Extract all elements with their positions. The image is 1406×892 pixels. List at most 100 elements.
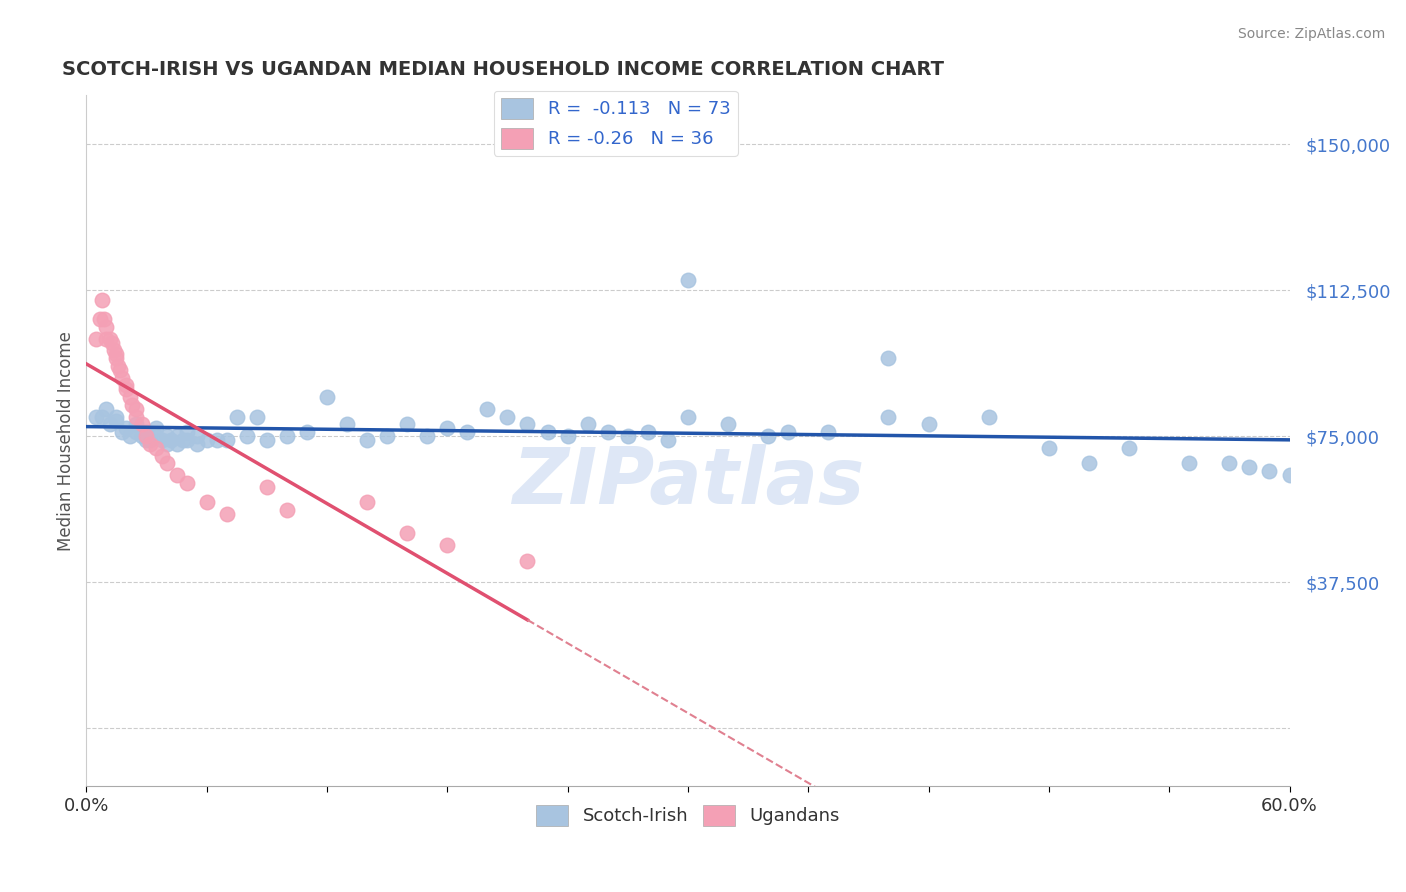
- Point: [977, 409, 1000, 424]
- Point: [205, 433, 228, 447]
- Point: [103, 343, 125, 358]
- Point: [676, 273, 699, 287]
- Point: [557, 429, 579, 443]
- Point: [176, 425, 198, 440]
- Point: [225, 409, 247, 424]
- Point: [101, 335, 124, 350]
- Point: [91, 293, 114, 307]
- Point: [1278, 468, 1301, 483]
- Point: [336, 417, 359, 432]
- Point: [172, 433, 194, 447]
- Point: [93, 312, 115, 326]
- Point: [135, 425, 157, 440]
- Point: [215, 507, 238, 521]
- Point: [111, 370, 134, 384]
- Point: [91, 409, 114, 424]
- Point: [877, 351, 900, 366]
- Point: [186, 429, 208, 443]
- Point: [637, 425, 659, 440]
- Point: [139, 433, 162, 447]
- Point: [105, 413, 128, 427]
- Point: [135, 429, 157, 443]
- Point: [195, 433, 218, 447]
- Point: [356, 433, 378, 447]
- Text: ZIPatlas: ZIPatlas: [512, 444, 865, 520]
- Point: [195, 495, 218, 509]
- Point: [159, 433, 181, 447]
- Point: [877, 409, 900, 424]
- Point: [107, 359, 129, 373]
- Point: [131, 429, 153, 443]
- Point: [105, 347, 128, 361]
- Point: [125, 425, 148, 440]
- Point: [276, 429, 298, 443]
- Point: [152, 433, 174, 447]
- Point: [155, 429, 177, 443]
- Point: [145, 441, 167, 455]
- Point: [166, 437, 188, 451]
- Text: Source: ZipAtlas.com: Source: ZipAtlas.com: [1237, 27, 1385, 41]
- Point: [105, 409, 128, 424]
- Point: [717, 417, 740, 432]
- Point: [110, 363, 132, 377]
- Point: [145, 429, 167, 443]
- Point: [676, 409, 699, 424]
- Point: [778, 425, 800, 440]
- Point: [98, 417, 121, 432]
- Point: [756, 429, 779, 443]
- Point: [155, 456, 177, 470]
- Point: [356, 495, 378, 509]
- Point: [125, 401, 148, 416]
- Point: [516, 554, 538, 568]
- Point: [256, 480, 278, 494]
- Point: [456, 425, 478, 440]
- Point: [186, 437, 208, 451]
- Point: [155, 437, 177, 451]
- Point: [125, 409, 148, 424]
- Point: [657, 433, 679, 447]
- Point: [1118, 441, 1140, 455]
- Point: [235, 429, 257, 443]
- Point: [120, 429, 142, 443]
- Point: [115, 378, 138, 392]
- Point: [496, 409, 519, 424]
- Point: [120, 390, 142, 404]
- Point: [436, 538, 458, 552]
- Point: [1078, 456, 1101, 470]
- Point: [416, 429, 439, 443]
- Point: [131, 417, 153, 432]
- Point: [139, 437, 162, 451]
- Point: [536, 425, 558, 440]
- Point: [89, 312, 111, 326]
- Point: [115, 383, 138, 397]
- Point: [396, 417, 419, 432]
- Point: [516, 417, 538, 432]
- Point: [576, 417, 599, 432]
- Point: [105, 351, 128, 366]
- Point: [96, 332, 118, 346]
- Point: [125, 417, 148, 432]
- Point: [166, 468, 188, 483]
- Point: [96, 320, 118, 334]
- Point: [1178, 456, 1201, 470]
- Point: [145, 421, 167, 435]
- Point: [96, 401, 118, 416]
- Text: SCOTCH-IRISH VS UGANDAN MEDIAN HOUSEHOLD INCOME CORRELATION CHART: SCOTCH-IRISH VS UGANDAN MEDIAN HOUSEHOLD…: [62, 60, 945, 78]
- Point: [176, 475, 198, 490]
- Point: [121, 398, 143, 412]
- Point: [276, 503, 298, 517]
- Point: [316, 390, 339, 404]
- Y-axis label: Median Household Income: Median Household Income: [58, 331, 75, 551]
- Point: [176, 433, 198, 447]
- Point: [396, 526, 419, 541]
- Point: [436, 421, 458, 435]
- Point: [616, 429, 638, 443]
- Point: [1038, 441, 1060, 455]
- Point: [98, 332, 121, 346]
- Point: [596, 425, 619, 440]
- Point: [215, 433, 238, 447]
- Point: [1218, 456, 1240, 470]
- Point: [375, 429, 398, 443]
- Point: [135, 433, 157, 447]
- Point: [86, 409, 108, 424]
